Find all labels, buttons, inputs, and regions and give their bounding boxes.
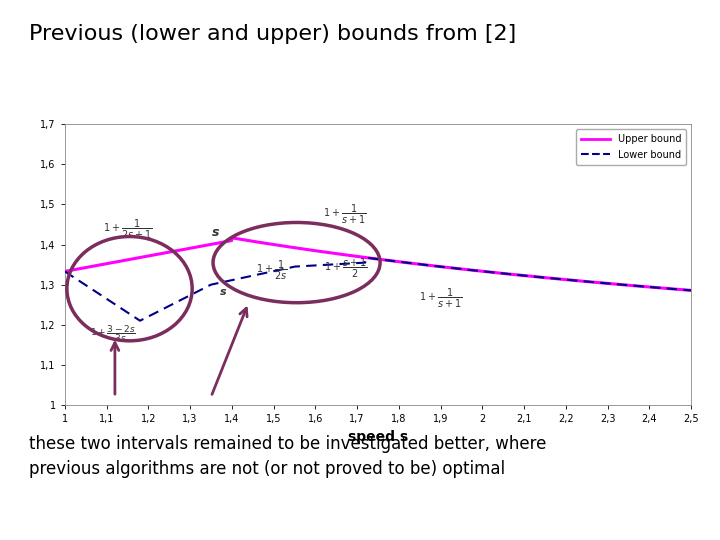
- Lower bound: [60, 268, 69, 275]
- Legend: Upper bound, Lower bound: Upper bound, Lower bound: [576, 129, 686, 165]
- Lower bound: [125, 310, 133, 316]
- Lower bound: [136, 318, 145, 324]
- Text: $\boldsymbol{s}$: $\boldsymbol{s}$: [211, 226, 220, 239]
- Upper bound: [315, 248, 323, 254]
- Lower bound: [562, 276, 570, 283]
- Upper bound: [125, 256, 133, 263]
- Upper bound: [687, 287, 696, 294]
- Lower bound: [550, 275, 559, 282]
- Upper bound: [549, 275, 558, 282]
- Text: $1+\dfrac{3-2s}{3s}$: $1+\dfrac{3-2s}{3s}$: [90, 323, 136, 343]
- Upper bound: [60, 268, 69, 275]
- Text: $1+\dfrac{1}{s+1}$: $1+\dfrac{1}{s+1}$: [419, 287, 462, 310]
- Line: Lower bound: Lower bound: [65, 258, 691, 321]
- Line: Upper bound: Upper bound: [65, 238, 691, 291]
- Text: Previous (lower and upper) bounds from [2]: Previous (lower and upper) bounds from […: [29, 24, 516, 44]
- X-axis label: speed s: speed s: [348, 430, 408, 443]
- Text: $1+\dfrac{1}{2s}$: $1+\dfrac{1}{2s}$: [256, 259, 287, 282]
- Text: $\boldsymbol{s}$: $\boldsymbol{s}$: [220, 287, 228, 296]
- Upper bound: [337, 251, 346, 258]
- Text: these two intervals remained to be investigated better, where
previous algorithm: these two intervals remained to be inves…: [29, 435, 546, 478]
- Lower bound: [315, 262, 323, 268]
- Upper bound: [491, 269, 500, 276]
- Text: $1+\dfrac{1}{s+1}$: $1+\dfrac{1}{s+1}$: [323, 204, 366, 226]
- Lower bound: [337, 261, 346, 267]
- Upper bound: [228, 235, 237, 241]
- Upper bound: [561, 276, 570, 283]
- Text: $1+\dfrac{1}{2s+1}$: $1+\dfrac{1}{2s+1}$: [103, 218, 152, 240]
- Lower bound: [492, 269, 500, 276]
- Text: $1+\dfrac{s+1}{2}$: $1+\dfrac{s+1}{2}$: [324, 257, 367, 280]
- Lower bound: [361, 254, 370, 261]
- Lower bound: [687, 287, 696, 294]
